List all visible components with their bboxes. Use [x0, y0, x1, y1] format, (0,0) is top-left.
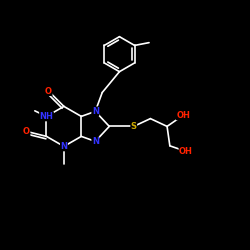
Text: S: S: [131, 122, 137, 131]
Text: OH: OH: [179, 147, 193, 156]
Text: OH: OH: [176, 111, 190, 120]
Text: N: N: [92, 137, 99, 146]
Text: O: O: [45, 86, 52, 96]
Text: N: N: [92, 107, 99, 116]
Text: N: N: [60, 142, 68, 151]
Text: O: O: [23, 127, 30, 136]
Text: NH: NH: [40, 112, 54, 121]
